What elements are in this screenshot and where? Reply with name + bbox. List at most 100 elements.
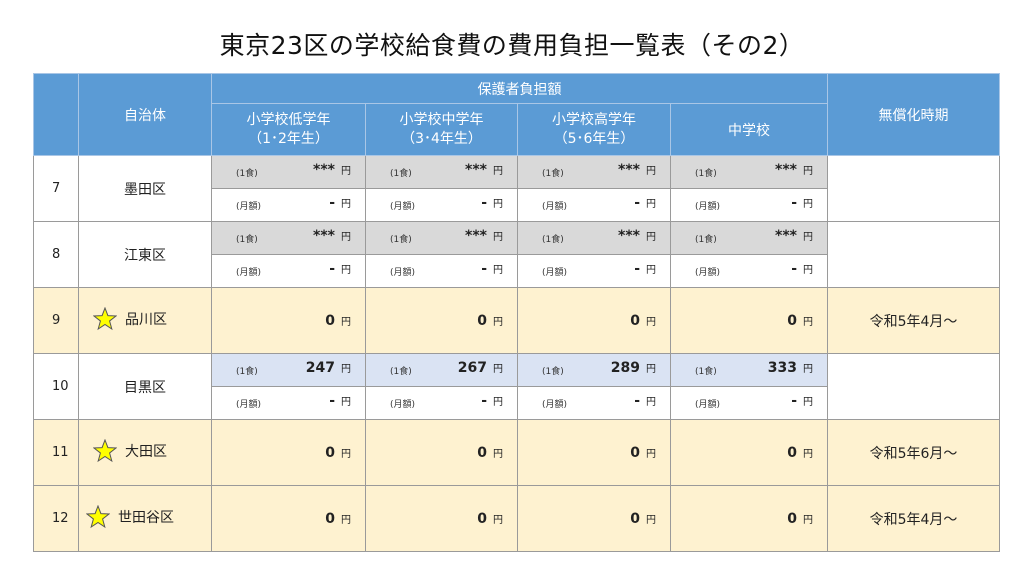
fee-amount: 0 (325, 444, 335, 461)
header-elem-mid: 小学校中学年 （3･4年生） (365, 103, 518, 156)
per-meal-cell: (1食) 247 円 (211, 353, 366, 387)
per-meal-cell: (1食) *** 円 (670, 221, 828, 255)
table-body: 7 墨田区 (1食) *** 円 (1食) *** 円 (1食) *** 円 (1食) *** 円 (月額)… (33, 155, 1000, 552)
per-meal-value: *** 円 (465, 228, 503, 244)
monthly-value: -円 (481, 261, 503, 277)
fee-amount: 0 (477, 312, 487, 329)
per-meal-cell: (1食) *** 円 (211, 221, 366, 255)
per-meal-label: (1食) (390, 367, 412, 377)
yen-unit: 円 (493, 316, 503, 328)
ward-name: 世田谷区 (118, 509, 174, 526)
per-meal-value: *** 円 (313, 162, 351, 178)
per-meal-value: *** 円 (618, 228, 656, 244)
fee-amount: 0 (787, 444, 797, 461)
yen-unit: 円 (803, 316, 813, 328)
table-row-monthly: (月額) - 円 (月額) - 円 (月額) - 円 (月額) - 円 (34, 188, 1000, 222)
per-meal-label: (1食) (695, 169, 717, 179)
per-meal-cell: (1食) *** 円 (365, 221, 518, 255)
per-meal-label: (1食) (695, 367, 717, 377)
monthly-label: (月額) (542, 400, 568, 410)
free-period: 令和5年4月～ (827, 287, 1000, 354)
row-number: 12 (33, 485, 79, 552)
ward-name-cell: 世田谷区 (78, 485, 212, 552)
table-row: 11 大田区 0 円 0 円 0 円 0 円令和5年6月～ (33, 419, 1000, 486)
monthly-cell: (月額) - 円 (517, 188, 671, 222)
per-meal-cell: (1食) 333 円 (670, 353, 828, 387)
star-icon (92, 306, 118, 331)
fee-amount: 0 (325, 510, 335, 527)
yen-unit: 円 (646, 514, 656, 526)
monthly-label: (月額) (390, 400, 416, 410)
fee-amount: 0 (630, 510, 640, 527)
per-meal-value: *** 円 (775, 162, 813, 178)
header-elem-high: 小学校高学年 （5･6年生） (517, 103, 671, 156)
monthly-label: (月額) (695, 268, 721, 278)
free-period (827, 221, 1000, 288)
yen-unit: 円 (646, 316, 656, 328)
monthly-label: (月額) (542, 202, 568, 212)
table-row-monthly: (月額) - 円 (月額) - 円 (月額) - 円 (月額) - 円 (34, 254, 1000, 288)
per-meal-cell: (1食) *** 円 (517, 155, 671, 189)
table-row: 12 世田谷区 0 円 0 円 0 円 0 円令和5年4月～ (33, 485, 1000, 552)
monthly-cell: (月額) - 円 (670, 188, 828, 222)
table-row: 9 品川区 0 円 0 円 0 円 0 円令和5年4月～ (33, 287, 1000, 354)
per-meal-cell: (1食) *** 円 (211, 155, 366, 189)
monthly-cell: (月額) - 円 (365, 254, 518, 288)
table-row: 10 目黒区 (1食) 247 円 (1食) 267 円 (1食) 289 円 (1食) 333 円 (33, 353, 1000, 420)
header-free-from: 無償化時期 (827, 73, 1000, 156)
monthly-value: -円 (791, 393, 813, 409)
monthly-value: -円 (791, 261, 813, 277)
per-meal-label: (1食) (236, 367, 258, 377)
header-junior-high: 中学校 (670, 103, 828, 156)
fee-amount: 0 (630, 312, 640, 329)
monthly-cell: (月額) - 円 (670, 254, 828, 288)
fee-amount: 0 (325, 312, 335, 329)
table-row: 8 江東区 (1食) *** 円 (1食) *** 円 (1食) *** 円 (1食) *** 円 (33, 221, 1000, 288)
monthly-value: -円 (634, 393, 656, 409)
per-meal-value: 289 円 (610, 360, 656, 376)
per-meal-value: *** 円 (775, 228, 813, 244)
monthly-value: -円 (791, 195, 813, 211)
monthly-cell: (月額) - 円 (211, 254, 366, 288)
per-meal-value: *** 円 (313, 228, 351, 244)
per-meal-label: (1食) (542, 169, 564, 179)
per-meal-cell: (1食) *** 円 (517, 221, 671, 255)
monthly-value: -円 (481, 393, 503, 409)
monthly-label: (月額) (695, 202, 721, 212)
yen-unit: 円 (341, 448, 351, 460)
monthly-cell: (月額) - 円 (670, 386, 828, 420)
yen-unit: 円 (646, 448, 656, 460)
fee-amount: 0 (787, 312, 797, 329)
per-meal-value: *** 円 (465, 162, 503, 178)
free-period (827, 155, 1000, 222)
fee-amount: 0 (477, 510, 487, 527)
free-period: 令和5年6月～ (827, 419, 1000, 486)
ward-name: 大田区 (125, 443, 167, 460)
per-meal-label: (1食) (236, 235, 258, 245)
monthly-label: (月額) (695, 400, 721, 410)
free-period (827, 353, 1000, 420)
monthly-value: -円 (329, 261, 351, 277)
monthly-label: (月額) (390, 202, 416, 212)
yen-unit: 円 (341, 514, 351, 526)
ward-name: 品川区 (125, 311, 167, 328)
row-number: 9 (33, 287, 79, 354)
fee-amount: 0 (477, 444, 487, 461)
header-guardian-burden: 保護者負担額 (211, 73, 828, 104)
per-meal-label: (1食) (695, 235, 717, 245)
header-elem-low: 小学校低学年 （1･2年生） (211, 103, 366, 156)
row-number: 8 (33, 221, 79, 288)
monthly-label: (月額) (236, 400, 262, 410)
monthly-value: -円 (634, 261, 656, 277)
per-meal-value: *** 円 (618, 162, 656, 178)
row-number: 11 (33, 419, 79, 486)
per-meal-label: (1食) (542, 235, 564, 245)
